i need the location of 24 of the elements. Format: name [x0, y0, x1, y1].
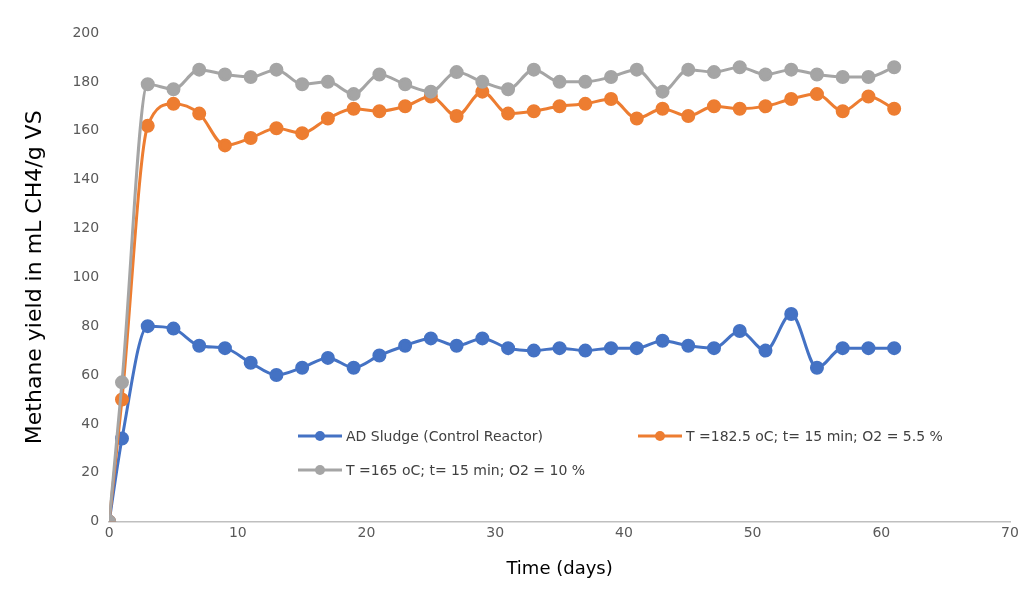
x-tick-label: 50	[743, 523, 762, 540]
y-tick-label: 120	[72, 219, 100, 236]
x-tick-label: 30	[486, 523, 505, 540]
y-tick-label: 140	[72, 170, 100, 187]
x-tick-label: 0	[104, 523, 114, 540]
legend-label: T =182.5 oC; t= 15 min; O2 = 5.5 %	[686, 428, 943, 444]
legend-label: AD Sludge (Control Reactor)	[346, 428, 544, 444]
y-tick-label: 20	[81, 463, 100, 480]
x-axis-title: Time (days)	[505, 556, 613, 578]
y-tick-label: 100	[72, 267, 100, 284]
x-tick-label: 40	[615, 523, 633, 540]
x-tick-label: 70	[1001, 523, 1019, 540]
x-tick-label: 20	[357, 523, 376, 540]
x-tick-label: 60	[872, 523, 891, 540]
y-tick-label: 200	[72, 23, 100, 40]
y-axis-title: Methane yield in mL CH4/g VS	[20, 110, 46, 445]
y-tick-label: 0	[90, 512, 100, 529]
y-tick-label: 160	[72, 121, 100, 138]
x-tick-label: 10	[228, 523, 247, 540]
y-tick-label: 80	[81, 316, 100, 333]
y-tick-label: 180	[72, 72, 100, 89]
legend-label: T =165 oC; t= 15 min; O2 = 10 %	[346, 462, 586, 478]
y-tick-label: 40	[81, 414, 100, 431]
y-tick-label: 60	[81, 365, 100, 382]
